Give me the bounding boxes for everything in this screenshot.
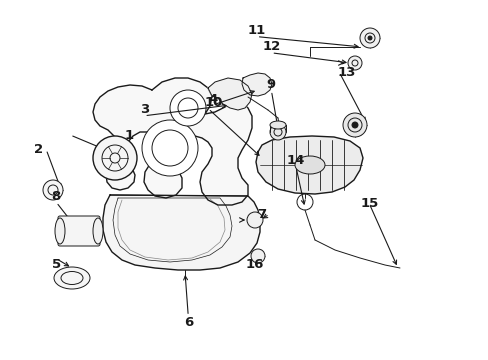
Text: 13: 13	[337, 66, 356, 78]
Text: 3: 3	[140, 103, 148, 116]
Circle shape	[142, 120, 198, 176]
Text: 12: 12	[262, 40, 280, 53]
Circle shape	[250, 249, 264, 263]
Text: 4: 4	[208, 93, 217, 105]
Polygon shape	[207, 78, 251, 110]
Polygon shape	[103, 195, 260, 270]
Text: 8: 8	[52, 190, 61, 203]
Text: 9: 9	[266, 78, 275, 91]
Circle shape	[246, 212, 263, 228]
Text: 7: 7	[257, 208, 265, 221]
Circle shape	[43, 180, 63, 200]
Ellipse shape	[93, 218, 103, 244]
Circle shape	[347, 56, 361, 70]
Text: 15: 15	[359, 197, 378, 210]
Text: 2: 2	[34, 143, 42, 156]
Circle shape	[342, 113, 366, 137]
Ellipse shape	[294, 156, 325, 174]
Text: 16: 16	[244, 258, 263, 271]
Polygon shape	[242, 73, 271, 96]
Text: 5: 5	[52, 258, 61, 271]
Ellipse shape	[55, 218, 65, 244]
Circle shape	[367, 36, 371, 40]
Polygon shape	[93, 78, 251, 205]
Text: 1: 1	[125, 129, 134, 141]
Circle shape	[351, 122, 357, 128]
Circle shape	[269, 124, 285, 140]
Text: 11: 11	[247, 24, 265, 37]
Circle shape	[170, 90, 205, 126]
Text: 6: 6	[183, 316, 192, 329]
Circle shape	[359, 28, 379, 48]
Ellipse shape	[54, 267, 90, 289]
Polygon shape	[256, 136, 362, 194]
Ellipse shape	[269, 121, 285, 129]
Text: 14: 14	[286, 154, 305, 167]
Text: 10: 10	[204, 96, 223, 109]
FancyBboxPatch shape	[58, 216, 100, 246]
Circle shape	[93, 136, 137, 180]
